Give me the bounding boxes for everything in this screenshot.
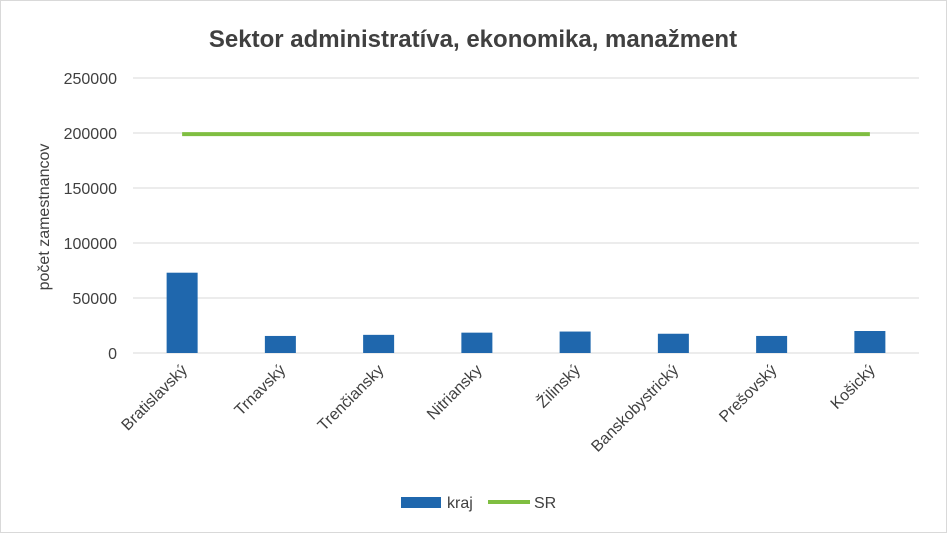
x-tick-label: Banskobystrický xyxy=(588,362,682,456)
y-tick-label: 50000 xyxy=(73,291,118,308)
legend: kraj SR xyxy=(401,495,556,512)
bar-kraj xyxy=(559,331,591,353)
bar-kraj xyxy=(756,335,788,353)
x-tick-label: Košický xyxy=(828,362,879,413)
bar-kraj xyxy=(461,332,493,353)
bar-kraj xyxy=(657,333,689,353)
bar-kraj xyxy=(363,334,395,353)
bar-kraj xyxy=(166,272,198,353)
x-tick-label: Trenčiansky xyxy=(315,362,388,435)
y-tick-label: 0 xyxy=(108,346,117,363)
x-axis-ticks: Bratislavský Trnavský Trenčiansky Nitriansk… xyxy=(119,360,879,455)
y-tick-label: 250000 xyxy=(64,71,117,88)
bar-kraj xyxy=(854,331,886,353)
x-tick-label: Prešovský xyxy=(716,362,780,426)
x-tick-label: Bratislavský xyxy=(119,362,191,434)
bars-kraj xyxy=(166,272,886,353)
x-tick-label: Žilinský xyxy=(533,360,584,411)
legend-label-sr: SR xyxy=(534,495,556,512)
chart-title: Sektor administratíva, ekonomika, manažm… xyxy=(209,26,737,53)
gridlines xyxy=(133,77,919,354)
y-axis-title: počet zamestnancov xyxy=(36,144,53,291)
y-tick-label: 150000 xyxy=(64,181,117,198)
x-tick-label: Nitriansky xyxy=(424,362,486,424)
y-axis-ticks: 250000 200000 150000 100000 50000 0 xyxy=(64,71,117,363)
legend-swatch-kraj xyxy=(401,497,441,508)
x-tick-label: Trnavský xyxy=(232,362,289,419)
bar-kraj xyxy=(264,335,296,353)
legend-label-kraj: kraj xyxy=(447,495,473,512)
y-tick-label: 100000 xyxy=(64,236,117,253)
y-tick-label: 200000 xyxy=(64,126,117,143)
